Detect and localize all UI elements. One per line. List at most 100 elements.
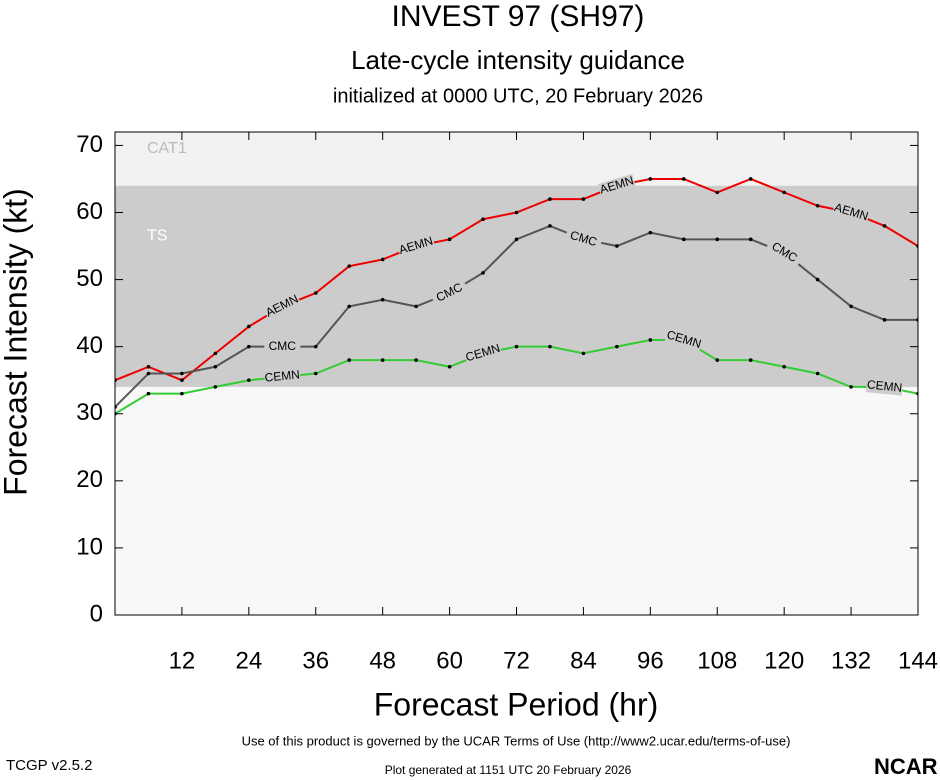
series-point: [615, 244, 619, 248]
series-point: [882, 224, 887, 228]
series-point: [815, 203, 820, 208]
y-axis-label: Forecast Intensity (kt): [0, 188, 33, 496]
line-label-bg: [463, 341, 503, 366]
intensity-band: [115, 132, 918, 186]
init-time: initialized at 0000 UTC, 20 February 202…: [333, 85, 703, 107]
version: TCGP v2.5.2: [6, 757, 92, 774]
x-tick-label: 144: [898, 647, 938, 674]
line-label-bg: [430, 278, 469, 308]
series-point: [681, 237, 686, 242]
series-point: [681, 177, 686, 181]
series-point: [313, 291, 318, 295]
x-axis-label: Forecast Period (hr): [374, 686, 659, 722]
series-point: [313, 344, 318, 349]
line-label-bg: [263, 292, 302, 321]
line-label-bg: [865, 378, 904, 396]
series-point: [849, 385, 853, 389]
series-point: [748, 237, 753, 242]
series-point: [748, 177, 753, 181]
y-tick-label: 0: [90, 600, 103, 627]
x-tick-label: 36: [302, 647, 329, 674]
series-point: [180, 378, 184, 383]
x-tick-label: 120: [764, 647, 804, 674]
series-point: [447, 364, 452, 369]
band-label: CAT1: [147, 140, 187, 157]
series-point: [146, 364, 151, 369]
series-point: [213, 351, 218, 356]
y-tick-label: 70: [76, 131, 103, 158]
series-point: [514, 344, 519, 349]
series-point: [313, 371, 318, 376]
line-label: CEMN: [264, 367, 301, 384]
x-tick-label: 24: [235, 647, 262, 674]
x-tick-label: 12: [169, 647, 196, 674]
intensity-band: [115, 185, 918, 387]
series-point: [514, 237, 519, 242]
chart-subtitle: Late-cycle intensity guidance: [351, 45, 685, 75]
series-point: [146, 371, 151, 376]
series-point: [715, 190, 720, 195]
series-point: [180, 371, 184, 376]
y-tick-label: 40: [76, 332, 103, 359]
line-label-bg: [263, 368, 301, 386]
x-tick-label: 96: [637, 647, 664, 674]
generated: Plot generated at 1151 UTC 20 February 2…: [385, 763, 632, 777]
y-tick-label: 50: [76, 265, 103, 292]
series-point: [648, 230, 653, 235]
series-point: [581, 351, 586, 356]
series-point: [748, 358, 753, 362]
logo: NCAR: [874, 754, 938, 779]
series-point: [782, 364, 786, 369]
series-point: [247, 378, 251, 383]
series-point: [581, 197, 586, 201]
line-label: CEMN: [866, 377, 903, 394]
y-tick-label: 10: [76, 533, 103, 560]
series-point: [481, 271, 485, 275]
series-point: [548, 344, 552, 349]
line-label-bg: [396, 234, 436, 258]
series-point: [380, 358, 385, 362]
x-tick-label: 84: [570, 647, 597, 674]
series-point: [247, 344, 251, 349]
series-point: [380, 297, 385, 302]
series-point: [180, 391, 184, 396]
band-label: TS: [147, 228, 167, 245]
line-label-bg: [664, 328, 704, 352]
series-point: [882, 318, 887, 322]
series-point: [481, 217, 485, 222]
series-point: [414, 358, 418, 362]
series-point: [815, 277, 820, 282]
series-point: [213, 364, 218, 369]
y-tick-label: 60: [76, 198, 103, 225]
series-point: [414, 304, 418, 309]
x-tick-label: 72: [503, 647, 530, 674]
line-label: CMC: [269, 339, 297, 353]
series-point: [213, 385, 218, 389]
series-point: [380, 257, 385, 262]
x-tick-label: 108: [697, 647, 737, 674]
series-point: [146, 391, 151, 396]
x-tick-label: 132: [831, 647, 871, 674]
series-point: [648, 338, 653, 342]
line-label-bg: [564, 227, 603, 252]
series-point: [849, 304, 853, 309]
series-point: [514, 210, 519, 215]
series-point: [548, 224, 552, 228]
series-point: [347, 304, 352, 309]
series-point: [347, 358, 352, 362]
line-label-bg: [765, 237, 804, 269]
y-tick-label: 30: [76, 399, 103, 426]
x-tick-label: 48: [369, 647, 396, 674]
series-point: [548, 197, 552, 201]
plot-area: TSCAT1AEMNAEMNAEMNAEMNCMCCMCCMCCMCCEMNCE…: [115, 132, 918, 615]
line-label-bg: [264, 339, 301, 354]
y-tick-label: 20: [76, 466, 103, 493]
line-label-bg: [831, 200, 871, 225]
series-point: [715, 237, 720, 242]
series-point: [782, 190, 786, 195]
chart-title: INVEST 97 (SH97): [392, 0, 645, 33]
series-point: [347, 264, 352, 268]
series-point: [648, 177, 653, 181]
series-point: [447, 237, 452, 242]
